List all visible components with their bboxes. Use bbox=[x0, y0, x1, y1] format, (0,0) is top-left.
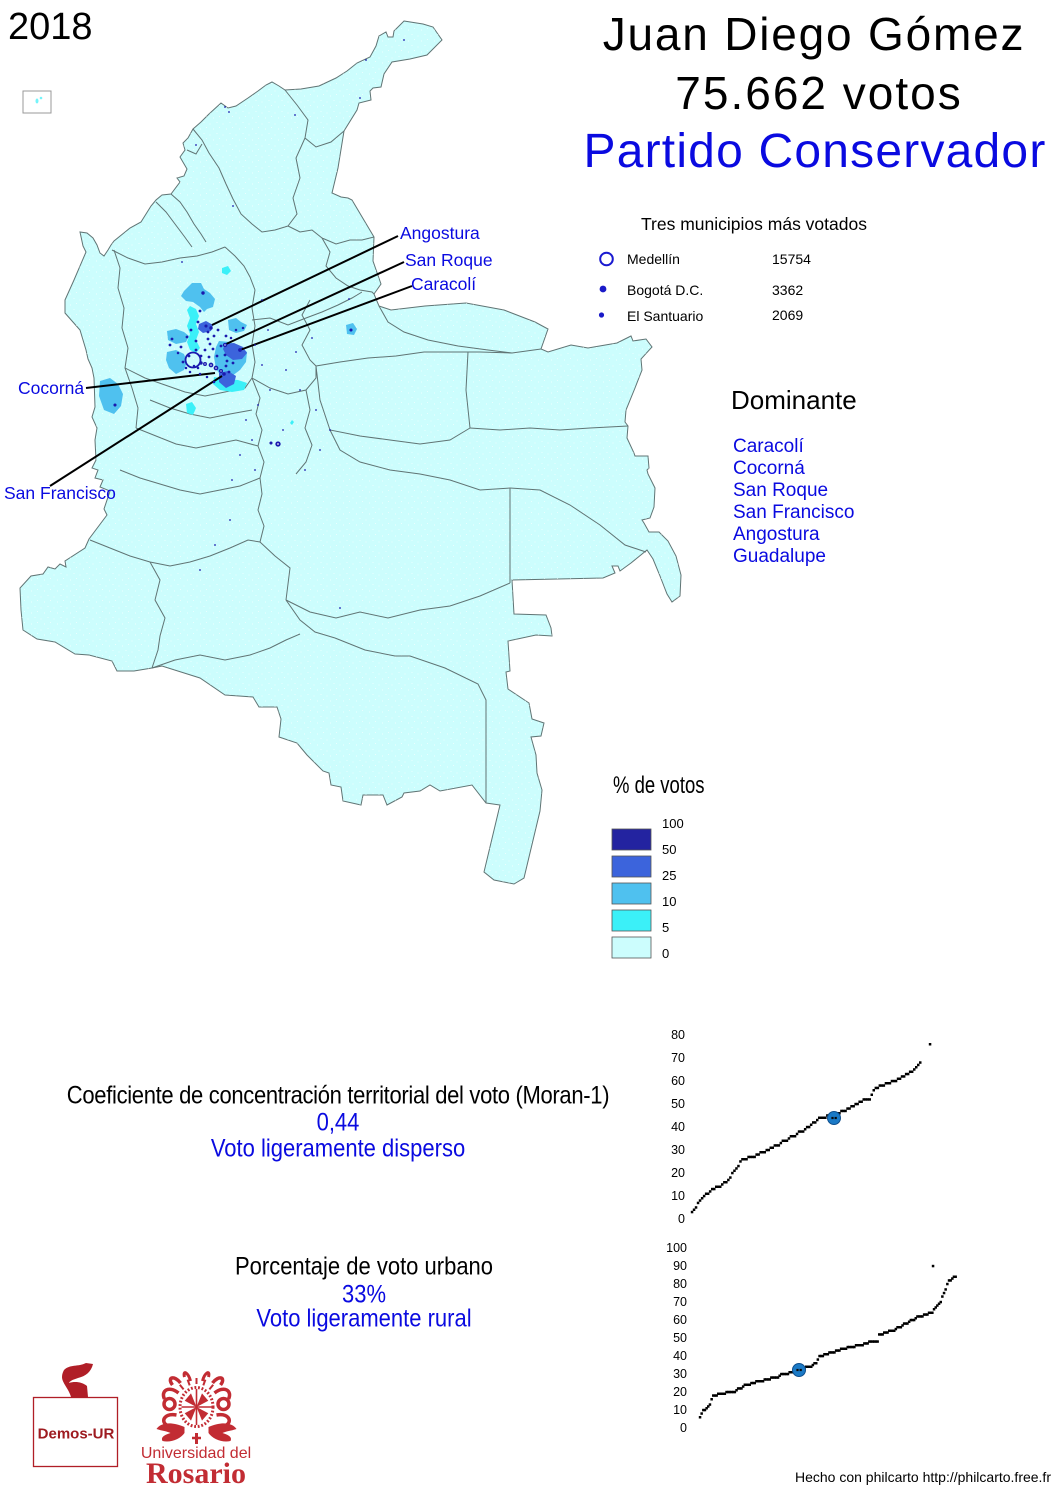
svg-text:Universidad del: Universidad del bbox=[141, 1445, 251, 1462]
svg-text:Rosario: Rosario bbox=[146, 1457, 246, 1490]
svg-text:Demos-UR: Demos-UR bbox=[38, 1426, 115, 1443]
